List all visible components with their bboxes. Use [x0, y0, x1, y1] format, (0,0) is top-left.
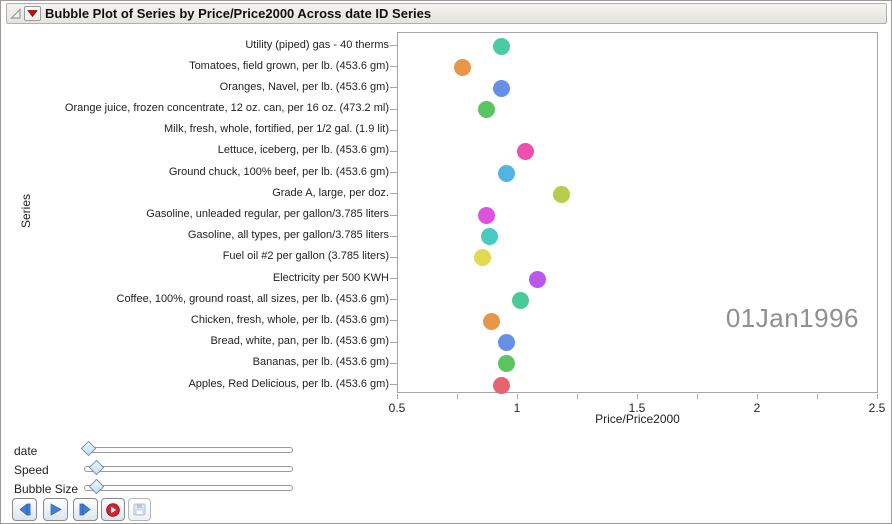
y-axis-tick [390, 150, 397, 152]
red-triangle-icon [27, 10, 38, 18]
plot-area: 01Jan1996 [397, 32, 878, 394]
y-axis-tick [390, 214, 397, 216]
y-axis-tick [390, 66, 397, 68]
y-axis-tick [390, 299, 397, 301]
save-floppy-icon [133, 503, 146, 516]
bubble[interactable] [483, 312, 501, 330]
y-axis-tick [390, 362, 397, 364]
bubble-size-slider-track[interactable] [84, 478, 293, 495]
y-category-label: Bananas, per lb. (453.6 gm) [252, 356, 389, 369]
bubble[interactable] [528, 270, 546, 288]
bubble-size-slider-label: Bubble Size [14, 482, 79, 496]
date-slider-label: date [14, 444, 38, 458]
play-icon [50, 503, 62, 516]
step-forward-button[interactable] [73, 498, 98, 521]
y-category-label: Lettuce, iceberg, per lb. (453.6 gm) [217, 144, 389, 157]
x-axis-tick-label: 0.5 [388, 401, 406, 415]
y-category-label: Chicken, fresh, whole, per lb. (453.6 gm… [190, 313, 389, 326]
x-axis-tick-label: 1.5 [628, 401, 646, 415]
y-category-label: Gasoline, all types, per gallon/3.785 li… [187, 229, 389, 242]
x-axis: 0.5 1 1.5 2 2.5 [389, 393, 885, 423]
bubble[interactable] [478, 207, 496, 224]
y-category-label: Oranges, Navel, per lb. (453.6 gm) [219, 80, 389, 93]
y-axis-tick [390, 45, 397, 46]
date-slider-track[interactable] [80, 440, 293, 457]
bubble[interactable] [480, 228, 498, 246]
bubble[interactable] [478, 101, 496, 119]
report-title: Bubble Plot of Series by Price/Price2000… [45, 6, 432, 21]
x-axis-tick-label: 2 [753, 401, 761, 415]
step-backward-button[interactable] [12, 498, 37, 521]
y-category-label: Tomatoes, field grown, per lb. (453.6 gm… [189, 59, 389, 72]
x-axis-tick [697, 394, 698, 399]
speed-slider-label: Speed [14, 463, 49, 477]
y-category-label: Orange juice, frozen concentrate, 12 oz.… [64, 102, 389, 115]
y-category-label: Electricity per 500 KWH [272, 271, 389, 284]
y-category-label: Apples, Red Delicious, per lb. (453.6 gm… [188, 377, 389, 390]
y-axis-tick [390, 384, 397, 385]
save-button[interactable] [128, 498, 151, 521]
y-axis-tick [390, 341, 397, 343]
slider-thumb[interactable] [80, 440, 97, 457]
bubble[interactable] [511, 291, 529, 309]
y-axis-labels: Utility (piped) gas - 40 therms Tomatoes,… [1, 32, 389, 393]
bubble[interactable] [497, 164, 515, 182]
y-axis-tick [390, 129, 397, 131]
bubble[interactable] [492, 376, 510, 394]
speed-slider-track[interactable] [84, 459, 293, 476]
x-axis-tick [577, 394, 578, 399]
x-axis-tick [457, 394, 458, 399]
x-axis-tick [877, 394, 878, 399]
slider-thumb[interactable] [88, 459, 105, 476]
report-header: Bubble Plot of Series by Price/Price2000… [6, 3, 887, 24]
y-axis-tick [390, 278, 397, 280]
y-category-label: Ground chuck, 100% beef, per lb. (453.6 … [168, 165, 389, 178]
x-axis-tick [757, 394, 758, 399]
bubble[interactable] [516, 143, 534, 161]
record-play-icon [106, 502, 120, 517]
y-category-label: Grade A, large, per doz. [272, 186, 389, 199]
bubble[interactable] [552, 185, 570, 203]
y-axis-tick [390, 108, 397, 110]
y-category-label: Milk, fresh, whole, fortified, per 1/2 g… [164, 123, 389, 136]
y-axis-tick [390, 256, 397, 258]
y-axis-tick [390, 193, 397, 195]
y-axis-tick [390, 172, 397, 174]
y-axis-tick [390, 320, 397, 322]
step-forward-icon [79, 503, 91, 516]
y-axis-tick [390, 235, 397, 237]
slider-thumb[interactable] [88, 478, 105, 495]
y-category-label: Gasoline, unleaded regular, per gallon/3… [146, 208, 389, 220]
date-annotation: 01Jan1996 [725, 303, 859, 333]
y-category-label: Bread, white, pan, per lb. (453.6 gm) [210, 335, 389, 348]
bubble[interactable] [492, 37, 510, 55]
y-category-label: Fuel oil #2 per gallon (3.785 liters) [222, 250, 389, 263]
x-axis-tick [397, 394, 398, 399]
y-axis-ticks [390, 32, 397, 393]
y-axis-tick [390, 87, 397, 89]
red-triangle-menu-button[interactable] [24, 6, 41, 21]
x-axis-title: Price/Price2000 [595, 412, 680, 426]
x-axis-tick-label: 2.5 [868, 401, 886, 415]
x-axis-tick [637, 394, 638, 399]
x-axis-tick [517, 394, 518, 399]
disclosure-triangle-icon[interactable] [9, 7, 22, 20]
x-axis-tick-label: 1 [513, 401, 521, 415]
bubble[interactable] [473, 249, 491, 267]
x-axis-tick [817, 394, 818, 399]
step-backward-icon [19, 503, 31, 516]
bubble[interactable] [492, 79, 510, 97]
bubble[interactable] [497, 334, 515, 352]
y-category-label: Coffee, 100%, ground roast, all sizes, p… [116, 292, 390, 305]
record-button[interactable] [101, 498, 125, 521]
play-button[interactable] [43, 498, 68, 521]
bubble[interactable] [454, 58, 472, 76]
y-category-label: Utility (piped) gas - 40 therms [245, 38, 389, 51]
bubble[interactable] [497, 355, 515, 373]
